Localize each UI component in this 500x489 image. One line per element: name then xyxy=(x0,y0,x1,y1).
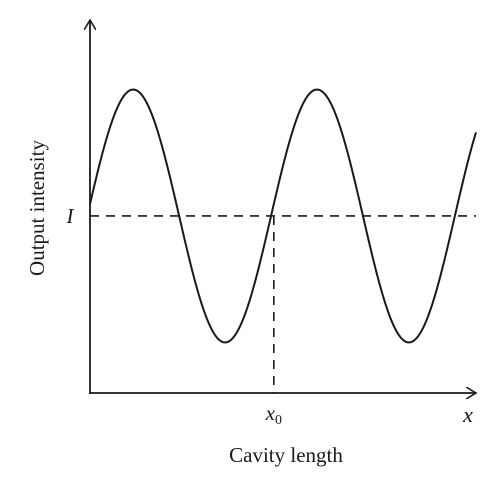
x0-label-subscript: 0 xyxy=(275,413,282,428)
intensity-reference-label: I xyxy=(66,204,75,228)
intensity-curve xyxy=(89,88,477,344)
x-axis-end-label: x xyxy=(462,402,473,427)
x0-label: x0 xyxy=(265,401,282,428)
x-axis-label: Cavity length xyxy=(229,443,343,467)
x0-label-base: x xyxy=(265,401,276,425)
y-axis-label: Output intensity xyxy=(25,140,49,276)
